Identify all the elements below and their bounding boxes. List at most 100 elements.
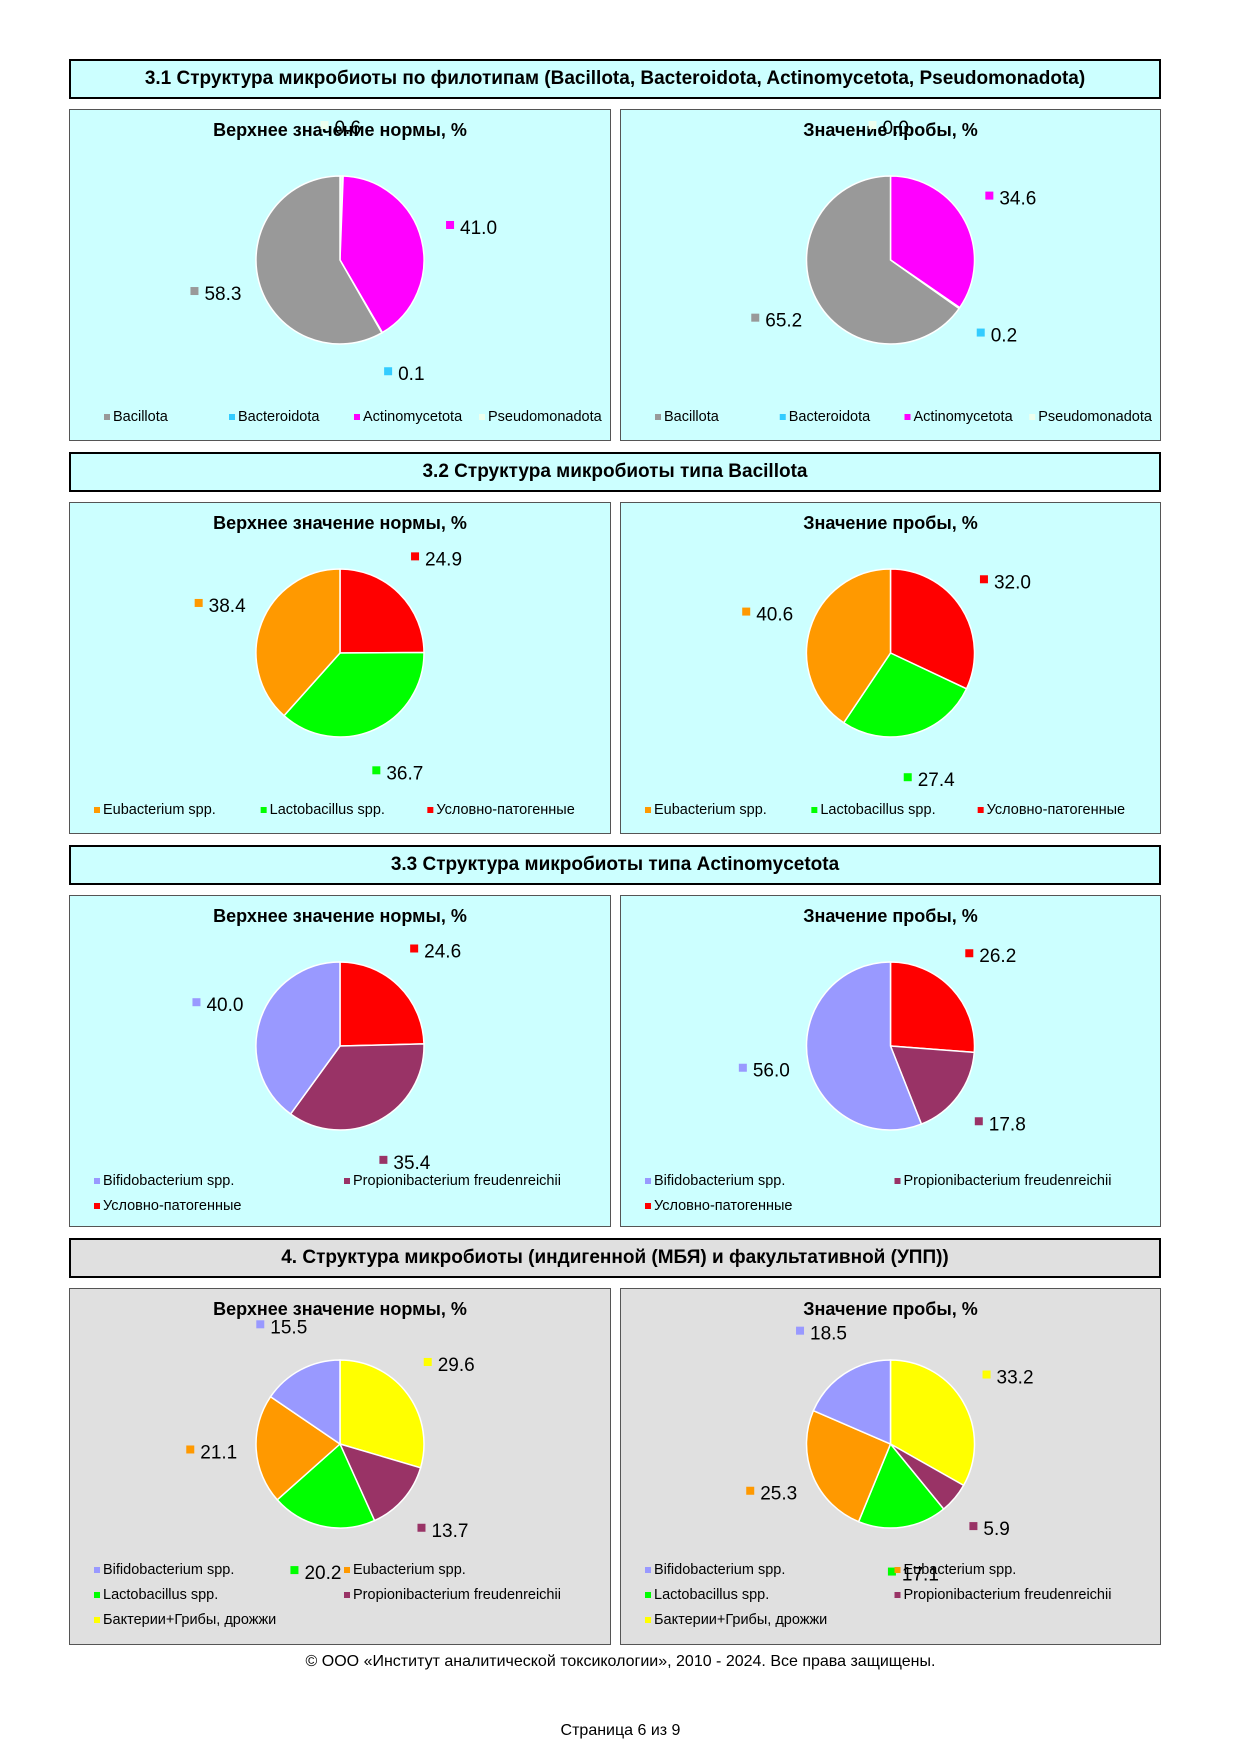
data-label-marker [974,1117,983,1126]
data-label-marker [965,949,974,958]
pie-slice [255,961,341,1116]
pie-chart-svg: Верхнее значение нормы, % 24.6 35.4 40.0 Bif… [94,906,561,1214]
pie-slice [338,1442,422,1522]
legend-swatch [904,414,911,420]
legend-swatch [645,1178,651,1184]
legend-entry: Бактерии+Грибы, дрожжи [654,1612,827,1628]
data-label-marker [738,1063,747,1072]
legend-swatch [344,1592,350,1598]
data-label-marker [290,1566,299,1575]
chart-actinomycetota-sample: Значение пробы, % 26.2 17.8 56.0 Bifidobacte… [620,895,1161,1227]
data-label: 13.7 [431,1521,468,1542]
data-label-marker [320,121,329,130]
section-header-actinomycetota: 3.3 Структура микробиоты типа Actinomyce… [69,845,1161,885]
data-label: 21.1 [200,1442,237,1463]
legend-swatch [645,807,651,813]
legend-swatch [645,1617,651,1623]
legend-entry: Eubacterium spp. [654,802,767,818]
pie-slice [889,1045,976,1126]
chart-title: Верхнее значение нормы, % [213,513,467,533]
data-label-marker [190,287,199,296]
pie-slice [805,961,923,1131]
legend-entry: Bifidobacterium spp. [103,1562,234,1578]
legend-swatch [94,1203,100,1209]
legend-entry: Условно-патогенные [987,802,1125,818]
data-label-marker [417,1523,426,1532]
chart-structure-norm: Верхнее значение нормы, % 29.6 13.7 20.2 21.… [69,1288,611,1645]
legend-entry: Pseudomonadota [488,409,603,425]
legend-entry: Eubacterium spp. [103,802,216,818]
section-header-phylotypes: 3.1 Структура микробиоты по филотипам (B… [69,59,1161,99]
legend-entry: Lactobacillus spp. [820,802,935,818]
data-label: 29.6 [438,1355,475,1376]
pie-chart-svg: Значение пробы, % 32.0 27.4 40.6 Eubacterium… [645,513,1125,818]
chart-phylotypes-sample: Значение пробы, % 0.0 34.6 0.2 65.2 Bacillota… [620,109,1161,441]
chart-title: Верхнее значение нормы, % [213,906,467,926]
legend-entry: Bifidobacterium spp. [654,1562,785,1578]
legend-entry: Bifidobacterium spp. [654,1173,785,1189]
pie-slice [889,568,976,690]
chart-title: Значение пробы, % [803,513,977,533]
data-label: 17.8 [989,1114,1026,1135]
data-label: 18.5 [810,1324,847,1345]
pie-slice [805,1409,892,1523]
data-label-marker [887,1567,896,1576]
data-label-marker [969,1522,978,1531]
data-label: 0.2 [991,326,1017,347]
pie-chart-svg: Значение пробы, % 33.2 5.9 17.1 25.3 18.5 Bifi… [645,1299,1112,1628]
chart-title: Значение пробы, % [803,906,977,926]
data-label-marker [746,1486,755,1495]
chart-title: Значение пробы, % [803,1299,977,1319]
data-label-marker [194,598,203,607]
pie-chart-svg: Верхнее значение нормы, %0.6 41.0 0.1 58.3 B… [104,118,603,425]
data-label: 0.1 [398,364,424,385]
legend-swatch [260,807,267,813]
data-label: 65.2 [765,311,802,332]
data-label: 17.1 [902,1565,939,1586]
pie-slice [889,961,976,1054]
chart-bacillota-sample: Значение пробы, % 32.0 27.4 40.6 Eubacterium… [620,502,1161,834]
legend-entry: Actinomycetota [914,409,1014,425]
legend-swatch [94,1592,100,1598]
legend-entry: Bacteroidota [238,409,320,425]
legend-entry: Propionibacterium freudenreichii [904,1587,1112,1603]
data-label: 40.0 [206,995,243,1016]
legend-entry: Propionibacterium freudenreichii [904,1173,1112,1189]
chart-structure-sample: Значение пробы, % 33.2 5.9 17.1 25.3 18.5 Bifi… [620,1288,1161,1645]
pie-slice [276,1442,376,1529]
pie-slice [255,1395,342,1501]
data-label: 20.2 [304,1563,341,1584]
legend-swatch [94,1617,100,1623]
legend-swatch [354,414,360,420]
pie-slice [255,175,383,345]
pie-chart-svg: Верхнее значение нормы, % 29.6 13.7 20.2 21.… [94,1299,561,1628]
pie-slice [842,652,968,738]
legend-swatch [344,1567,350,1573]
data-label: 25.3 [760,1484,797,1505]
legend-entry: Actinomycetota [363,409,463,425]
legend-entry: Условно-патогенные [654,1198,792,1214]
legend-entry: Eubacterium spp. [904,1562,1017,1578]
data-label: 15.5 [270,1317,307,1338]
legend-swatch [427,807,434,813]
legend-swatch [479,414,485,420]
legend-swatch [94,1567,100,1573]
data-label-marker [979,575,988,584]
legend-swatch [779,414,786,420]
data-label-marker [411,552,420,561]
data-label: 32.0 [994,572,1031,593]
legend-entry: Lactobacillus spp. [270,802,385,818]
legend-swatch [229,414,235,420]
legend-swatch [811,807,818,813]
legend-entry: Bacillota [113,409,169,425]
data-label: 24.6 [424,941,461,962]
legend-swatch [894,1567,901,1573]
data-label: 36.7 [386,763,423,784]
legend-entry: Bifidobacterium spp. [103,1173,234,1189]
pie-slice [255,568,341,717]
legend-entry: Lactobacillus spp. [103,1587,218,1603]
section-header-bacillota: 3.2 Структура микробиоты типа Bacillota [69,452,1161,492]
copyright-notice: © ООО «Институт аналитической токсиколог… [305,1653,936,1670]
data-label-marker [192,998,201,1007]
data-label-marker [751,313,760,322]
